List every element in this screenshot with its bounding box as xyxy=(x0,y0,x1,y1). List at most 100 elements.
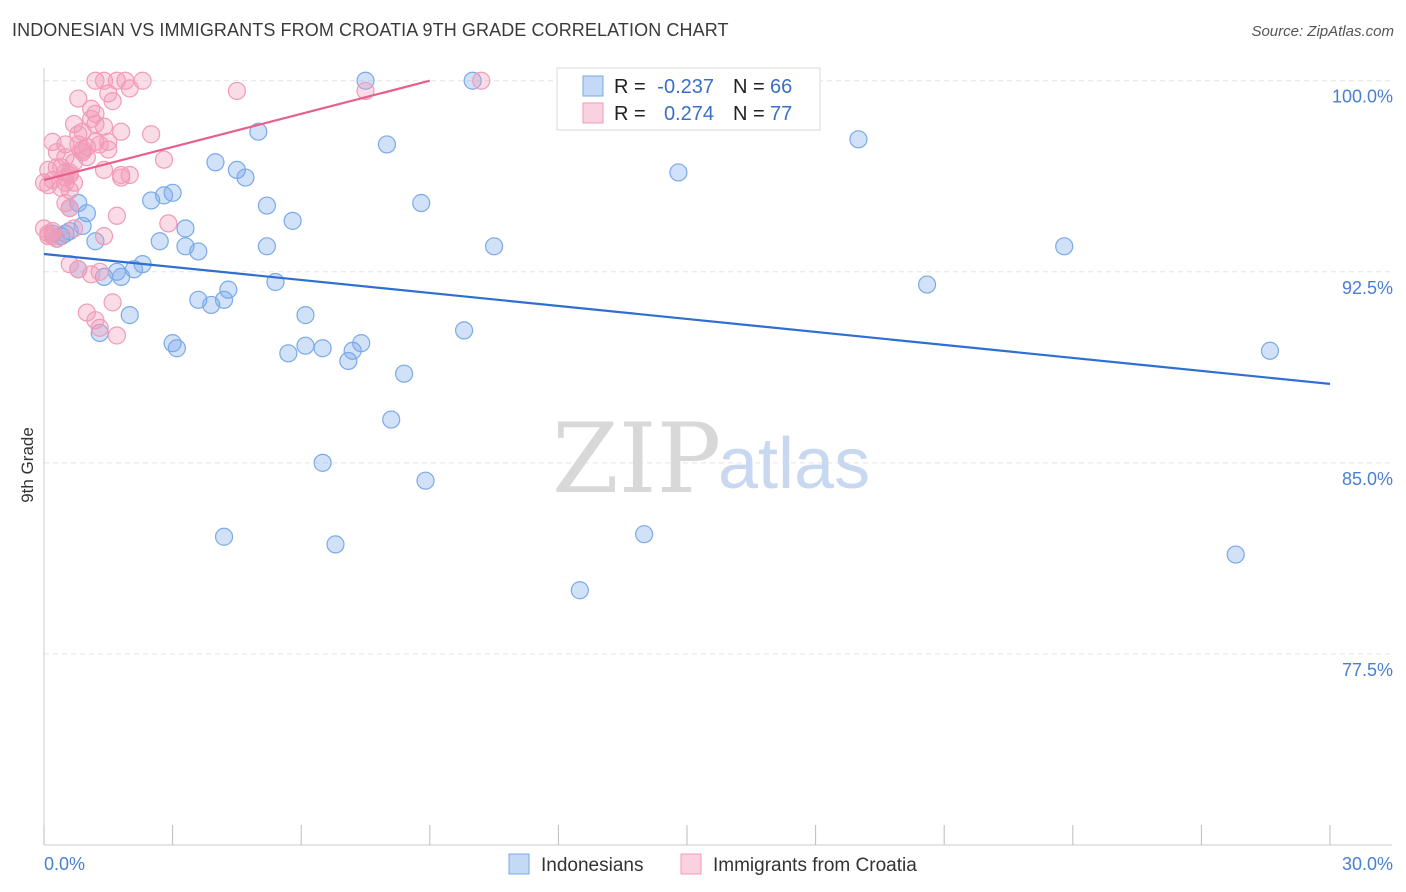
data-point xyxy=(60,199,79,218)
data-point xyxy=(112,122,131,141)
data-point xyxy=(142,125,161,144)
data-point xyxy=(283,211,302,230)
data-point xyxy=(669,163,688,182)
data-point xyxy=(485,237,504,256)
chart-source: Source: ZipAtlas.com xyxy=(1251,23,1394,40)
data-point xyxy=(99,140,118,159)
legend-swatch xyxy=(680,853,702,875)
legend-r-label: R = xyxy=(614,76,646,98)
series-indonesians xyxy=(43,71,1280,600)
data-point xyxy=(159,214,178,233)
data-point xyxy=(257,196,277,215)
data-point xyxy=(176,219,195,238)
data-point xyxy=(43,221,62,241)
watermark: ZIP atlas xyxy=(552,403,870,515)
data-point xyxy=(849,130,868,149)
watermark-atlas: atlas xyxy=(718,424,870,504)
data-point xyxy=(219,280,238,299)
legend-n-value: 66 xyxy=(770,76,792,98)
data-point xyxy=(377,135,397,154)
data-point xyxy=(167,339,186,358)
y-axis-label: 9th Grade xyxy=(18,427,37,503)
legend-swatch xyxy=(508,853,530,875)
data-point xyxy=(382,410,401,429)
data-point xyxy=(43,227,62,246)
data-point xyxy=(64,219,84,238)
x-tick-label: 30.0% xyxy=(1342,854,1393,874)
legend-n-label: N = xyxy=(733,76,765,98)
legend-series-label: Immigrants from Croatia xyxy=(713,855,917,876)
data-point xyxy=(313,453,332,472)
watermark-zip: ZIP xyxy=(552,403,721,515)
data-point xyxy=(120,306,139,325)
data-point xyxy=(150,232,169,251)
data-point xyxy=(206,153,225,172)
legend-series-label: Indonesians xyxy=(541,855,643,876)
data-point xyxy=(124,260,144,279)
y-tick-label: 77.5% xyxy=(1342,660,1393,680)
data-point xyxy=(120,79,139,98)
data-point xyxy=(296,336,315,355)
data-point xyxy=(120,165,139,185)
data-point xyxy=(86,104,105,123)
data-point xyxy=(570,581,589,600)
data-point xyxy=(394,364,414,383)
data-point xyxy=(86,232,105,251)
legend-r-label: R = xyxy=(614,103,646,125)
data-point xyxy=(416,471,435,490)
data-point xyxy=(313,339,332,358)
data-point xyxy=(154,150,174,169)
data-point xyxy=(296,306,315,325)
data-point xyxy=(472,71,491,90)
x-tick-labels: 0.0% 30.0% xyxy=(44,854,1393,874)
trend-lines xyxy=(43,79,1331,385)
data-point xyxy=(214,527,234,546)
y-tick-label: 92.5% xyxy=(1342,278,1393,298)
data-point xyxy=(326,535,345,554)
data-point xyxy=(90,262,109,281)
data-point xyxy=(69,89,88,108)
legend-swatch xyxy=(582,75,604,97)
trend-line xyxy=(43,79,431,182)
data-point xyxy=(236,168,255,187)
data-point xyxy=(249,122,268,141)
legend-r-value: 0.274 xyxy=(664,103,714,125)
chart-title: INDONESIAN VS IMMIGRANTS FROM CROATIA 9T… xyxy=(12,20,729,40)
y-tick-label: 85.0% xyxy=(1342,469,1393,489)
y-tick-labels: 100.0% 92.5% 85.0% 77.5% xyxy=(1332,87,1393,680)
data-point xyxy=(917,275,937,294)
data-point xyxy=(103,92,122,111)
stats-legend: R = -0.237 N = 66 R = 0.274 N = 77 xyxy=(556,67,821,131)
series-immigrants-from-croatia xyxy=(34,71,491,345)
y-tick-label: 100.0% xyxy=(1332,87,1393,107)
data-points xyxy=(34,71,1280,600)
data-point xyxy=(635,525,654,544)
data-point xyxy=(1260,341,1280,360)
data-point xyxy=(107,326,126,345)
data-point xyxy=(94,227,114,246)
legend-n-value: 77 xyxy=(770,103,792,125)
data-point xyxy=(1226,545,1245,564)
data-point xyxy=(1055,237,1074,256)
data-point xyxy=(99,132,118,151)
data-point xyxy=(257,237,277,256)
data-point xyxy=(73,142,92,162)
data-point xyxy=(90,318,109,337)
legend-r-value: -0.237 xyxy=(657,76,714,98)
data-point xyxy=(412,193,431,213)
data-point xyxy=(339,351,358,371)
data-point xyxy=(103,293,122,312)
legend-n-label: N = xyxy=(733,103,765,125)
data-point xyxy=(227,81,246,101)
data-point xyxy=(356,71,375,90)
x-tick-label: 0.0% xyxy=(44,854,85,874)
data-point xyxy=(279,344,298,363)
gridlines xyxy=(44,80,1392,655)
data-point xyxy=(163,183,182,202)
legend-swatch xyxy=(582,102,604,124)
data-point xyxy=(352,334,371,353)
data-point xyxy=(214,290,234,309)
bottom-legend: Indonesians Immigrants from Croatia xyxy=(508,853,917,876)
data-point xyxy=(107,206,126,225)
